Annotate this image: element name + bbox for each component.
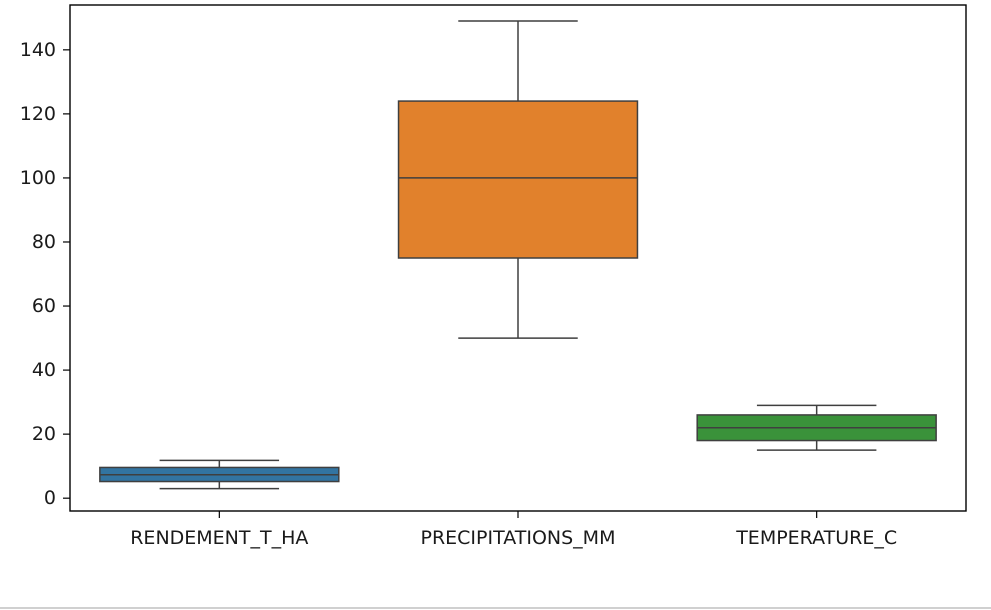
y-tick-label-20: 20 bbox=[32, 423, 56, 445]
x-tick-label-2: TEMPERATURE_C bbox=[735, 527, 897, 549]
y-tick-label-100: 100 bbox=[20, 167, 56, 189]
y-tick-label-40: 40 bbox=[32, 359, 56, 381]
x-tick-label-1: PRECIPITATIONS_MM bbox=[421, 527, 616, 549]
y-tick-label-140: 140 bbox=[20, 39, 56, 61]
y-tick-label-0: 0 bbox=[44, 487, 56, 509]
plot-frame bbox=[69, 4, 967, 512]
box-1 bbox=[397, 100, 639, 259]
y-tick-label-80: 80 bbox=[32, 231, 56, 253]
x-tick-label-0: RENDEMENT_T_HA bbox=[130, 527, 308, 549]
y-tick-label-120: 120 bbox=[20, 103, 56, 125]
y-tick-label-60: 60 bbox=[32, 295, 56, 317]
